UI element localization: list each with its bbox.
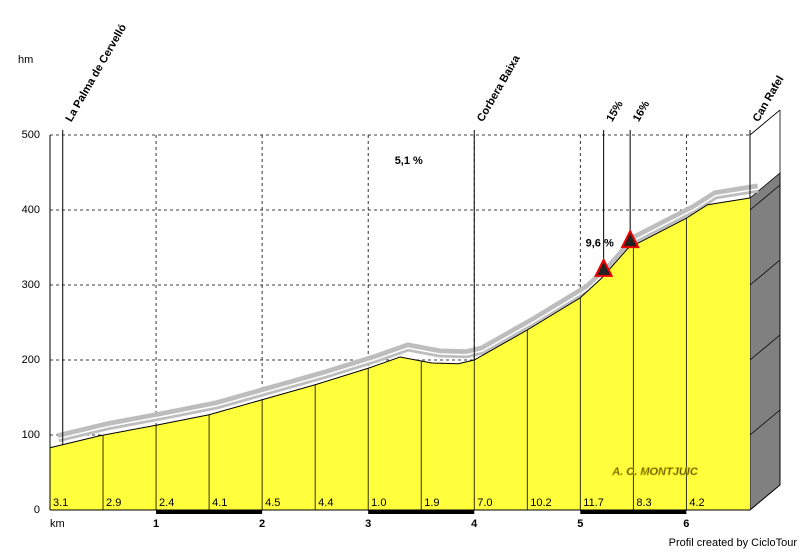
y-tick-label: 500: [22, 129, 40, 141]
axis-band: [156, 510, 263, 514]
segment-grade: 10.2: [530, 497, 551, 509]
segment-grade: 2.4: [159, 497, 174, 509]
x-axis-label: km: [50, 518, 65, 530]
segment-grade: 8.3: [636, 497, 651, 509]
grid-line: [749, 184, 781, 211]
steep-icon: [594, 257, 614, 277]
x-tick-label: 1: [153, 518, 159, 530]
grid-line: [749, 334, 781, 361]
side-wall: [749, 172, 781, 511]
annotation: 5,1 %: [395, 155, 423, 167]
x-tick-label: 6: [683, 518, 689, 530]
y-tick-label: 100: [22, 429, 40, 441]
x-tick-label: 4: [471, 518, 478, 530]
segment-grade: 1.9: [424, 497, 439, 509]
segment-grade: 4.5: [265, 497, 280, 509]
segment-grade: 11.7: [583, 497, 604, 509]
x-tick-label: 2: [259, 518, 265, 530]
segment-grade: 4.2: [689, 497, 704, 509]
x-tick-label: 5: [577, 518, 583, 530]
segment-grade: 2.9: [106, 497, 121, 509]
grid-line: [749, 109, 781, 136]
y-tick-label: 0: [34, 504, 40, 516]
annotation: 9,6 %: [586, 238, 614, 250]
credit: Profil created by CicloTour: [669, 537, 798, 549]
y-tick-label: 400: [22, 204, 40, 216]
y-axis-label: hm: [18, 54, 33, 66]
steep-icon: [620, 228, 640, 249]
grid-line: [749, 484, 781, 511]
profile-highlight: [57, 188, 759, 440]
segment-grade: 4.4: [318, 497, 333, 509]
segment-grade: 1.0: [371, 497, 386, 509]
grid-line: [749, 409, 781, 436]
watermark: A. C. MONTJUIC: [611, 466, 699, 478]
axis-band: [368, 510, 475, 514]
y-tick-label: 200: [22, 354, 40, 366]
segment-grade: 7.0: [477, 497, 492, 509]
x-tick-label: 3: [365, 518, 371, 530]
profile-shadow: [56, 183, 759, 443]
y-tick-label: 300: [22, 279, 40, 291]
elevation-line: [49, 197, 751, 449]
grid-line: [749, 259, 781, 286]
elevation-area: [50, 198, 750, 510]
axis-band: [580, 510, 687, 514]
segment-grade: 4.1: [212, 497, 227, 509]
segment-grade: 3.1: [53, 497, 68, 509]
